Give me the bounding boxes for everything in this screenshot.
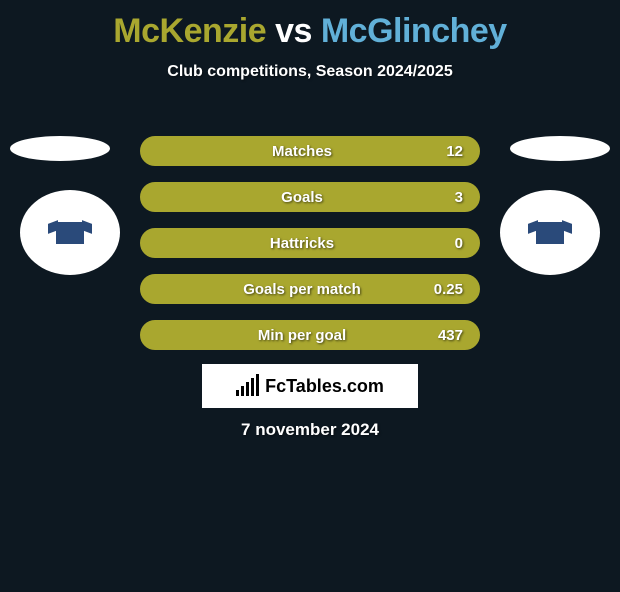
player1-jersey-icon [20,190,120,275]
stat-value: 0 [423,235,463,252]
stat-value: 3 [423,189,463,206]
player2-name: McGlinchey [321,12,507,50]
stat-bar: Hattricks0 [140,228,480,258]
stat-value: 437 [423,327,463,344]
vs-text: vs [275,12,312,50]
player2-jersey-icon [500,190,600,275]
stats-bars: Matches12 Goals3 Hattricks0 Goals per match… [140,136,480,366]
stat-bar: Goals3 [140,182,480,212]
stat-label: Goals [181,189,423,206]
stat-value: 0.25 [423,281,463,298]
stat-value: 12 [423,143,463,160]
bar-chart-icon [236,376,259,396]
subtitle: Club competitions, Season 2024/2025 [0,63,620,81]
stat-label: Min per goal [181,327,423,344]
shirt-icon [56,222,84,244]
fctables-logo[interactable]: FcTables.com [202,364,418,408]
stat-bar: Matches12 [140,136,480,166]
shirt-icon [536,222,564,244]
date-text: 7 november 2024 [0,420,620,440]
player1-name: McKenzie [113,12,266,50]
comparison-title: McKenzie vs McGlinchey [0,12,620,51]
stat-label: Goals per match [181,281,423,298]
stat-bar: Goals per match0.25 [140,274,480,304]
stat-bar: Min per goal437 [140,320,480,350]
player2-base-ellipse [510,136,610,161]
stat-label: Matches [181,143,423,160]
stat-label: Hattricks [181,235,423,252]
player1-base-ellipse [10,136,110,161]
logo-text: FcTables.com [265,376,384,397]
